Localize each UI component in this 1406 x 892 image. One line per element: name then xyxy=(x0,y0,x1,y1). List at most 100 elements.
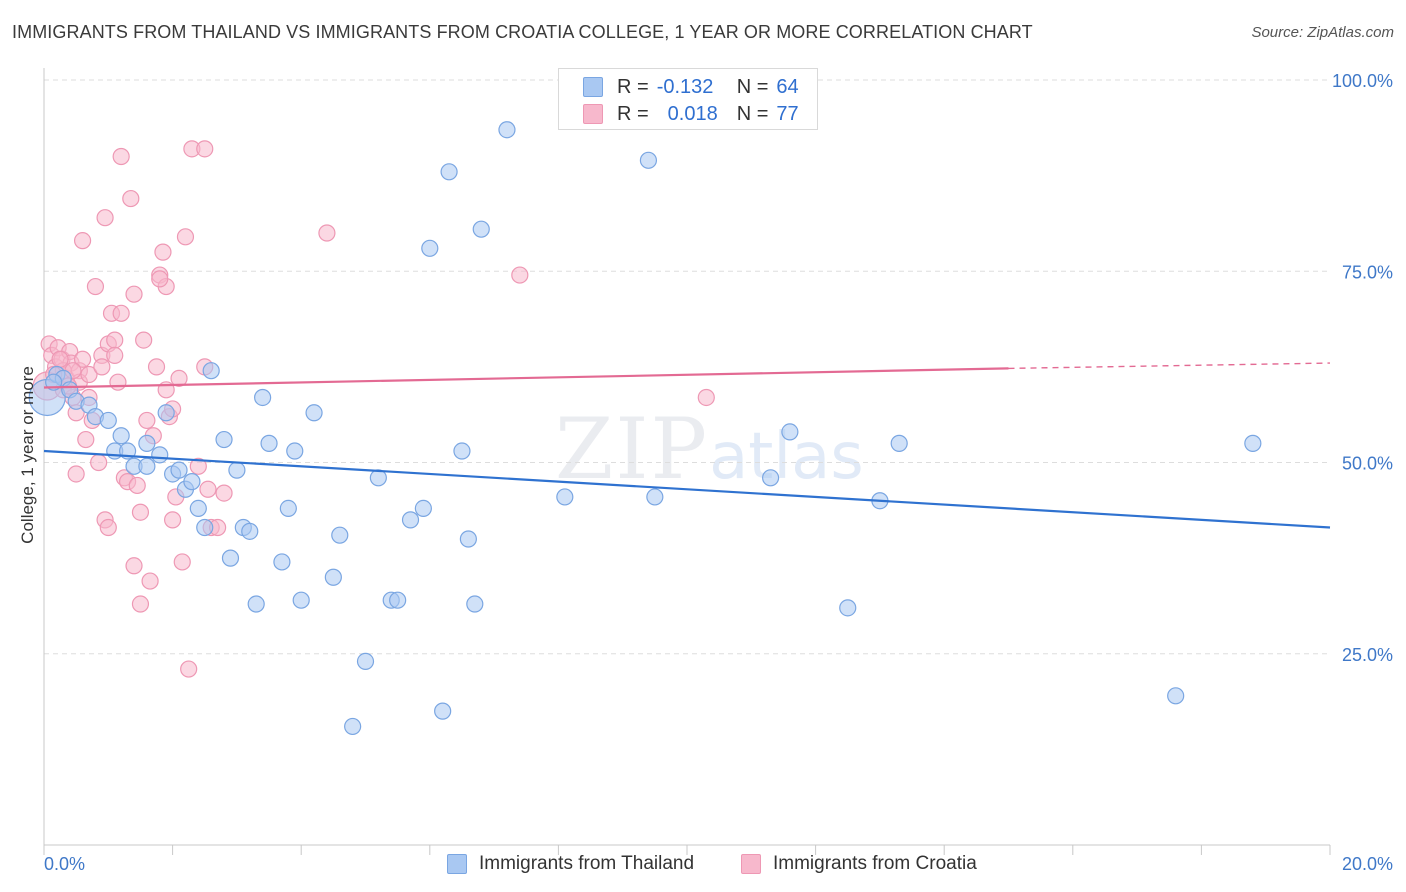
legend-thailand-n: 64 xyxy=(776,75,799,98)
thailand-point xyxy=(151,446,169,464)
croatia-point xyxy=(170,369,188,387)
croatia-point xyxy=(176,228,195,246)
croatia-point xyxy=(147,358,166,376)
croatia-trend-extension xyxy=(1008,362,1331,370)
thailand-point xyxy=(459,530,477,548)
legend-thailand-r: -0.132 xyxy=(656,75,714,98)
thailand-point xyxy=(472,220,490,238)
y-tick-label: 75.0% xyxy=(1342,262,1393,282)
thailand-point xyxy=(890,434,908,452)
thailand-point xyxy=(286,442,304,460)
legend-croatia-r: 0.018 xyxy=(667,102,718,125)
watermark-zip: ZIP xyxy=(555,400,710,498)
croatia-point xyxy=(73,350,92,368)
croatia-point xyxy=(86,277,105,296)
croatia-legend-label: Immigrants from Croatia xyxy=(773,853,977,874)
y-axis-label: College, 1 year or more xyxy=(18,366,37,544)
y-tick-label: 50.0% xyxy=(1342,454,1393,474)
thailand-point xyxy=(170,461,188,479)
thailand-point xyxy=(401,511,420,529)
croatia-point xyxy=(128,476,146,495)
croatia-point xyxy=(138,411,156,430)
croatia-point xyxy=(67,465,85,483)
croatia-point xyxy=(93,358,111,376)
croatia-point xyxy=(112,304,130,322)
croatia-trend-line xyxy=(43,367,1009,389)
thailand-point xyxy=(215,430,233,449)
legend-r-label: R = xyxy=(617,75,649,98)
thailand-point xyxy=(99,411,117,430)
x-tick-label: 20.0% xyxy=(1342,854,1393,874)
croatia-point xyxy=(511,266,529,284)
thailand-point xyxy=(112,427,130,445)
thailand-point xyxy=(414,499,432,517)
croatia-point xyxy=(90,453,108,472)
thailand-point xyxy=(157,404,175,422)
thailand-point xyxy=(556,488,574,506)
thailand-point xyxy=(273,553,291,571)
correlation-legend: R = -0.132 N = 64 R = 0.018 N = 77 xyxy=(558,68,818,130)
croatia-point xyxy=(697,388,715,407)
croatia-point xyxy=(135,331,153,349)
thailand-point xyxy=(781,423,799,441)
thailand-point xyxy=(138,457,156,475)
thailand-point xyxy=(247,595,265,613)
thailand-swatch xyxy=(583,77,603,97)
axis-labels: 25.0% 50.0% 75.0% 100.0% 0.0% 20.0% College, 1… xyxy=(18,71,1393,874)
croatia-point xyxy=(106,331,124,349)
thailand-point xyxy=(324,568,342,586)
thailand-point xyxy=(138,434,156,452)
thailand-point xyxy=(305,404,323,422)
y-tick-label: 25.0% xyxy=(1342,645,1393,665)
croatia-point xyxy=(73,232,92,250)
y-tick-label: 100.0% xyxy=(1332,71,1393,91)
thailand-point xyxy=(260,434,278,452)
thailand-point xyxy=(196,518,214,537)
croatia-point xyxy=(80,365,98,384)
thailand-point xyxy=(254,388,272,407)
thailand-point xyxy=(839,599,857,617)
thailand-point xyxy=(369,469,387,487)
legend-row-thailand: R = -0.132 N = 64 xyxy=(583,74,799,100)
thailand-point xyxy=(279,499,297,517)
thailand-point xyxy=(453,442,471,460)
thailand-point xyxy=(440,163,458,181)
croatia-point xyxy=(112,147,130,166)
legend-row-croatia: R = 0.018 N = 77 xyxy=(583,101,799,127)
bottom-legend-thailand: Immigrants from Thailand xyxy=(447,852,694,876)
croatia-point xyxy=(125,557,143,575)
series-thailand-points xyxy=(28,121,1262,736)
croatia-point xyxy=(215,484,233,502)
croatia-point xyxy=(318,224,336,242)
thailand-point xyxy=(389,591,407,609)
bottom-legend-croatia: Immigrants from Croatia xyxy=(741,852,977,876)
croatia-point xyxy=(131,595,150,613)
x-tick-label: 0.0% xyxy=(44,854,85,874)
thailand-point xyxy=(189,499,207,517)
croatia-point xyxy=(77,430,95,449)
legend-n-label: N = xyxy=(736,102,769,125)
chart-source: Source: ZipAtlas.com xyxy=(1251,24,1394,41)
croatia-swatch xyxy=(583,104,603,124)
thailand-point xyxy=(466,595,484,613)
croatia-point xyxy=(196,140,214,158)
thailand-point xyxy=(241,522,259,540)
watermark: ZIPatlas xyxy=(555,400,864,498)
thailand-point xyxy=(292,591,310,609)
thailand-point xyxy=(421,239,439,257)
croatia-legend-swatch xyxy=(741,854,761,874)
thailand-point xyxy=(1244,434,1262,452)
thailand-point xyxy=(202,362,220,380)
thailand-point xyxy=(1167,687,1185,705)
croatia-point xyxy=(125,285,143,303)
croatia-point xyxy=(109,373,127,391)
thailand-point xyxy=(344,717,362,736)
trend-lines xyxy=(43,362,1331,529)
thailand-point xyxy=(639,151,658,169)
croatia-point xyxy=(106,346,124,364)
chart-title: IMMIGRANTS FROM THAILAND VS IMMIGRANTS F… xyxy=(12,22,1033,42)
thailand-point xyxy=(228,461,246,479)
series-croatia-points xyxy=(32,140,715,678)
croatia-point xyxy=(141,572,159,590)
thailand-legend-label: Immigrants from Thailand xyxy=(479,853,695,874)
